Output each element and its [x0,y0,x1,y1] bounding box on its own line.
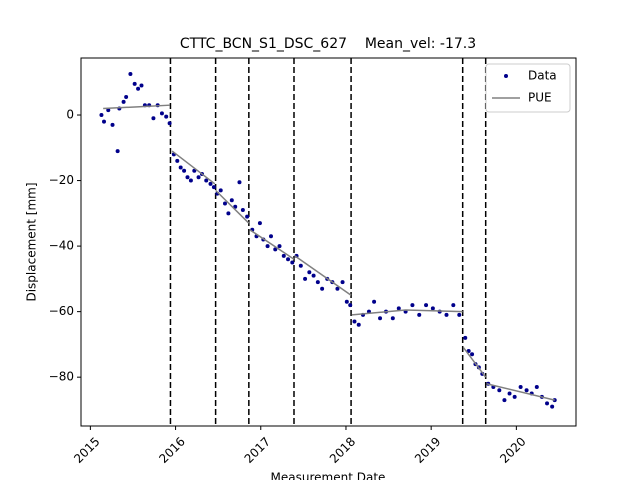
chart-title: CTTC_BCN_S1_DSC_627 Mean_vel: -17.3 [180,36,476,52]
x-axis-label: Measurement Date [271,471,386,480]
data-point [307,270,312,275]
data-point [139,83,144,88]
data-point [240,208,245,213]
data-point [444,312,449,317]
y-tick-label: −80 [49,370,74,384]
data-point [356,322,361,327]
data-point [132,81,137,86]
y-tick-label: −60 [49,304,74,318]
data-point [390,316,395,321]
data-point [182,168,187,173]
data-point [430,306,435,311]
data-point [372,299,377,304]
y-axis-label: Displacement [mm] [25,182,39,301]
x-tick-label: 2019 [412,434,443,465]
y-tick-label: 0 [66,108,74,122]
x-tick-label: 2018 [327,434,358,465]
data-point [524,388,529,393]
data-point [545,401,550,406]
data-point [348,303,353,308]
data-point [257,221,262,226]
data-point [396,306,401,311]
data-point [167,121,172,126]
legend-marker [504,74,508,78]
legend-label: Data [528,69,557,83]
data-point [290,260,295,265]
data-point [303,276,308,281]
data-point [237,180,242,185]
data-point [229,198,234,203]
data-point [265,244,270,249]
data-point [208,181,213,186]
data-point [335,286,340,291]
data-point [410,303,415,308]
data-point [188,178,193,183]
data-point [99,113,104,118]
data-point [512,394,517,399]
y-tick-label: −20 [49,173,74,187]
data-point [102,119,107,124]
data-point [136,86,141,91]
legend-label: PUE [528,91,552,105]
data-point [245,214,250,219]
data-point [222,201,227,206]
data-point [463,335,468,340]
data-point [164,114,169,119]
pue-line [103,104,555,401]
data-point [424,303,429,308]
data-point [497,388,502,393]
data-point [128,72,133,77]
data-point [211,185,216,190]
data-point [320,286,325,291]
data-point [115,149,120,154]
data-point [451,303,456,308]
plot-frame [80,57,577,427]
data-point [378,316,383,321]
data-point [277,244,282,249]
data-point [298,263,303,268]
data-point [507,391,512,396]
data-point [315,280,320,285]
data-point [159,111,164,116]
data-point [273,247,278,252]
data-point [550,404,555,409]
y-tick-label: −40 [49,239,74,253]
data-point [457,312,462,317]
data-point [518,385,523,390]
data-point [175,158,180,163]
data-point [340,280,345,285]
data-point [286,257,291,262]
data-point [311,273,316,278]
data-point [196,175,201,180]
x-tick-label: 2017 [242,434,273,465]
data-point [226,211,231,216]
data-point [106,108,111,113]
data-point [124,94,129,99]
data-point [344,299,349,304]
data-point [121,99,126,104]
data-point [470,352,475,357]
x-tick-label: 2015 [71,434,102,465]
data-point [268,234,273,239]
data-point [281,253,286,258]
x-tick-label: 2016 [156,434,187,465]
data-point [218,188,223,193]
data-point [204,178,209,183]
data-point [178,165,183,170]
data-point [502,398,507,403]
data-point [110,122,115,127]
data-point [417,312,422,317]
data-point [151,116,156,121]
data-point [534,385,539,390]
data-point [185,175,190,180]
data-point [352,319,357,324]
x-tick-label: 2020 [497,434,528,465]
